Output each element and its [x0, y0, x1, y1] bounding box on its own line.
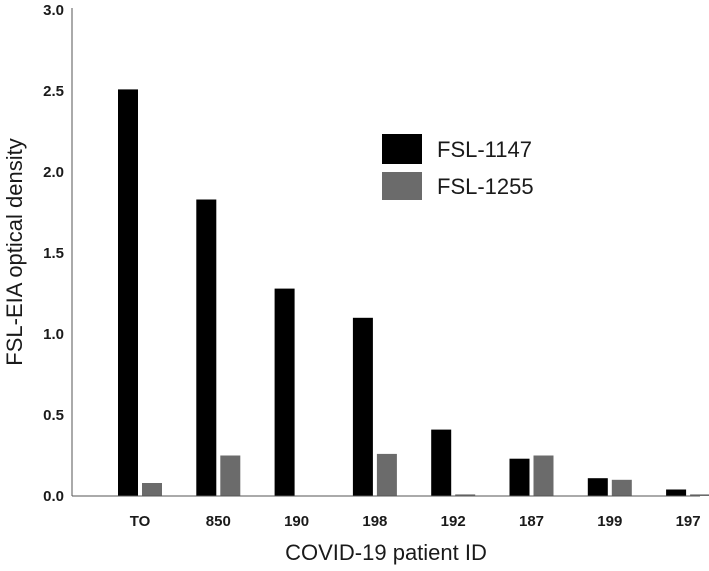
x-tick-label: 190	[284, 513, 309, 530]
legend-label-fsl-1255: FSL-1255	[437, 174, 534, 199]
bar-fsl-1147-190	[274, 288, 295, 496]
y-tick-label: 3.0	[43, 2, 64, 19]
bar-fsl-1255-198	[376, 453, 397, 496]
bar-fsl-1147-199	[587, 478, 608, 496]
x-tick-label: 197	[676, 513, 701, 530]
legend-label-fsl-1147: FSL-1147	[437, 137, 532, 162]
bar-fsl-1147-192	[431, 429, 452, 496]
bars-layer	[118, 89, 709, 497]
legend-swatch-fsl-1255	[382, 172, 422, 200]
x-tick-label: TO	[130, 513, 151, 530]
y-tick-label: 0.0	[43, 488, 64, 505]
y-tick-label: 0.5	[43, 407, 64, 424]
bar-fsl-1147-850	[196, 199, 217, 496]
bar-fsl-1255-850	[220, 455, 241, 496]
y-tick-label: 2.5	[43, 83, 64, 100]
bar-fsl-1147-197	[666, 489, 687, 496]
bar-fsl-1255-to	[142, 483, 162, 496]
y-axis-title: FSL-EIA optical density	[2, 138, 27, 365]
bar-fsl-1255-187	[533, 455, 554, 496]
y-tick-label: 1.5	[43, 245, 64, 262]
legend-swatch-fsl-1147	[382, 134, 422, 164]
bar-fsl-1255-197	[690, 494, 709, 496]
x-tick-labels: TO 850 190 198 192 187 199 197	[130, 513, 701, 530]
y-tick-label: 2.0	[43, 164, 64, 181]
bar-fsl-1255-192	[455, 494, 476, 496]
legend: FSL-1147 FSL-1255	[382, 134, 534, 200]
bar-fsl-1147-198	[352, 317, 373, 496]
x-tick-label: 192	[441, 513, 466, 530]
y-tick-labels: 0.0 0.5 1.0 1.5 2.0 2.5 3.0	[43, 2, 64, 505]
bar-fsl-1255-199	[611, 479, 632, 496]
x-axis-title: COVID-19 patient ID	[285, 540, 487, 565]
x-tick-label: 199	[597, 513, 622, 530]
y-tick-label: 1.0	[43, 326, 64, 343]
bar-fsl-1147-to	[118, 89, 138, 497]
x-tick-label: 198	[362, 513, 387, 530]
x-tick-label: 187	[519, 513, 544, 530]
bar-fsl-1147-187	[509, 458, 530, 496]
x-tick-label: 850	[206, 513, 231, 530]
